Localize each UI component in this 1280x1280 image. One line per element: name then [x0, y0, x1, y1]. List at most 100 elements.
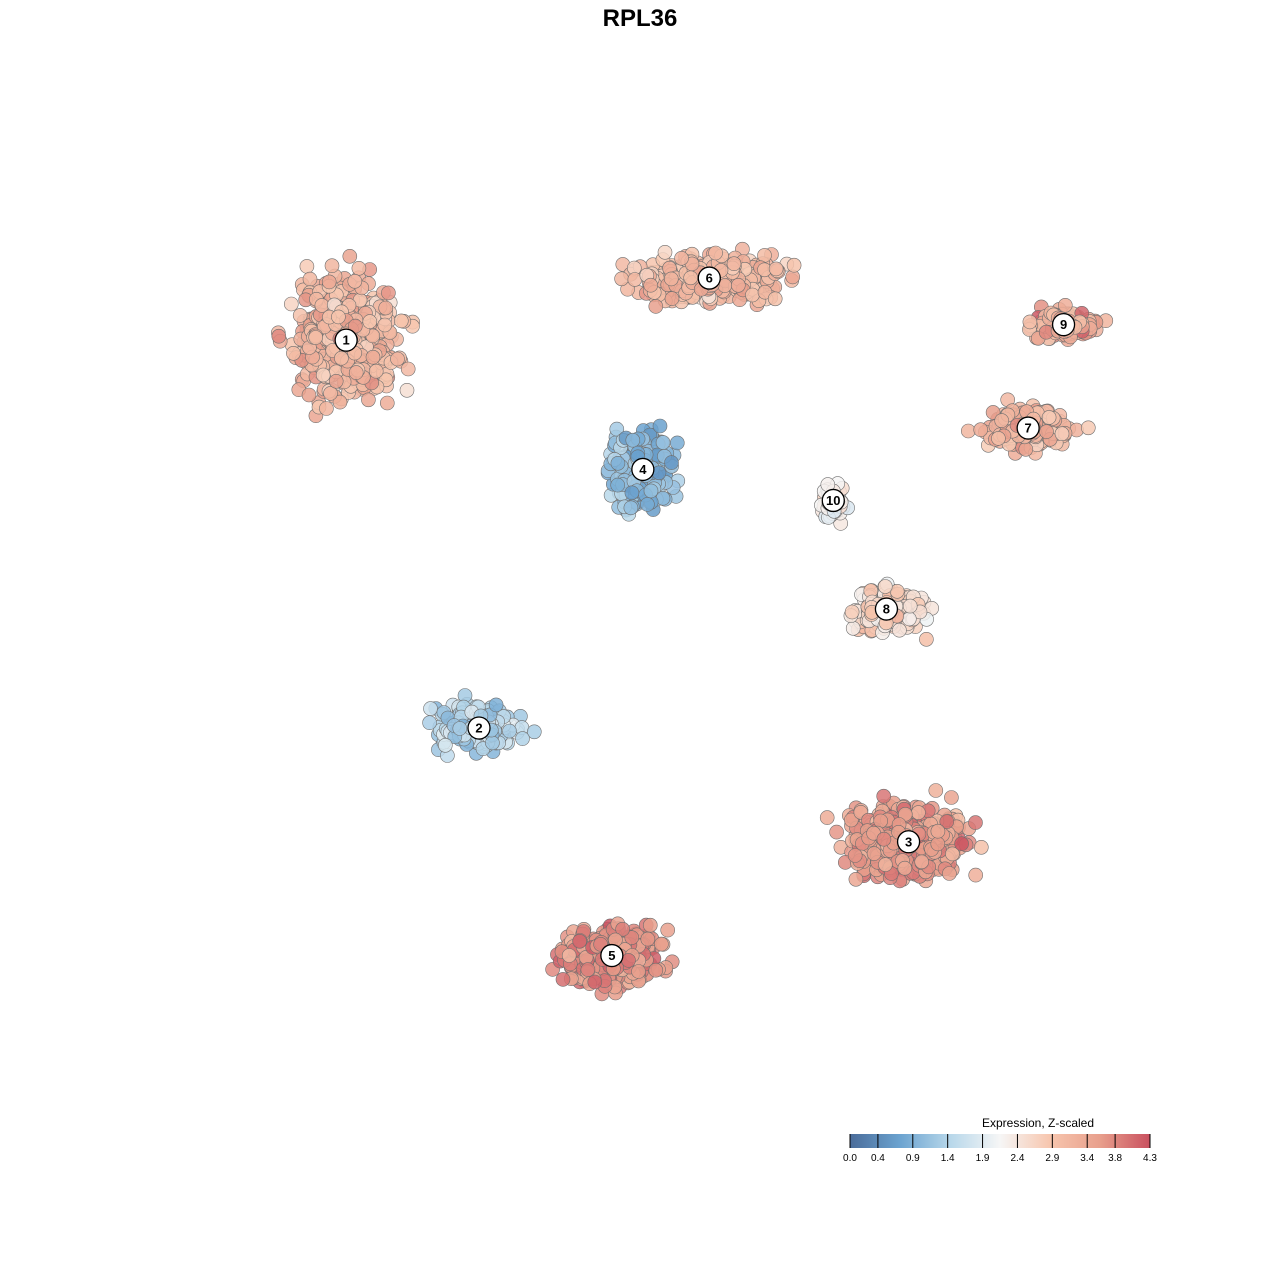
- cell-point: [640, 931, 656, 947]
- cell-point: [844, 604, 860, 620]
- legend-tick-label: 3.4: [1080, 1153, 1094, 1164]
- cell-point: [669, 435, 685, 451]
- cluster-label-text: 7: [1025, 421, 1032, 436]
- cluster-label-text: 10: [826, 493, 840, 508]
- cell-point: [362, 314, 378, 329]
- cell-point: [660, 922, 676, 938]
- cell-point: [621, 953, 636, 968]
- cell-point: [437, 737, 453, 753]
- cluster-label-text: 5: [608, 948, 615, 963]
- cell-point: [768, 261, 784, 277]
- cell-point: [876, 831, 892, 847]
- cell-point: [400, 361, 416, 377]
- cluster-label-text: 4: [639, 462, 647, 477]
- cell-point: [347, 273, 363, 289]
- color-legend: Expression, Z-scaled 0.0 0.4 0.9 1.4 1.9 2.4 2…: [843, 1116, 1157, 1164]
- cell-point: [643, 277, 659, 293]
- cluster-label-1: 1: [334, 328, 358, 352]
- cluster-label-8: 8: [874, 597, 899, 621]
- cell-point: [526, 724, 542, 740]
- cell-point: [334, 350, 349, 366]
- cell-point: [930, 836, 946, 852]
- cell-point: [1081, 420, 1096, 436]
- cell-point: [845, 620, 861, 636]
- cluster-labels: 1 2 3 4 5 6 7 8 9 10: [334, 266, 1076, 968]
- cell-point: [664, 291, 680, 306]
- cell-point: [819, 810, 835, 825]
- cell-point: [901, 611, 917, 627]
- cell-point: [648, 962, 664, 978]
- legend-tick-label: 0.9: [906, 1153, 920, 1164]
- cell-point: [351, 260, 367, 276]
- cell-point: [348, 365, 364, 380]
- cell-point: [610, 455, 626, 471]
- cell-point: [377, 317, 393, 333]
- cluster-label-6: 6: [697, 266, 721, 290]
- cell-point: [878, 857, 893, 872]
- legend-color-bar: [850, 1134, 1150, 1148]
- cluster-label-text: 8: [883, 602, 890, 617]
- cell-point: [502, 723, 517, 739]
- cell-point: [643, 483, 659, 499]
- cell-point: [321, 274, 337, 290]
- cell-point: [393, 313, 409, 329]
- cell-point: [991, 431, 1006, 446]
- cell-point: [994, 413, 1010, 428]
- cell-point: [587, 974, 603, 990]
- cell-point: [1039, 424, 1054, 439]
- cell-point: [1018, 441, 1034, 457]
- cell-point: [1054, 426, 1070, 442]
- cell-point: [292, 308, 308, 323]
- cell-point: [663, 271, 679, 287]
- legend-tick-label: 1.4: [941, 1153, 955, 1164]
- cell-point: [873, 813, 889, 829]
- legend-tick-label: 0.4: [871, 1153, 885, 1164]
- cell-point: [515, 731, 530, 746]
- cell-point: [757, 248, 772, 263]
- cell-point: [866, 846, 882, 861]
- cell-point: [381, 285, 396, 301]
- legend-tick-label: 0.0: [843, 1153, 857, 1164]
- cell-point: [745, 287, 760, 303]
- cell-point: [488, 697, 504, 713]
- cell-point: [342, 248, 358, 264]
- cell-point: [615, 921, 630, 937]
- cell-point: [939, 814, 955, 829]
- cell-point: [1041, 410, 1057, 425]
- cell-point: [399, 382, 415, 398]
- cell-point: [1058, 297, 1073, 313]
- cell-point: [730, 277, 746, 293]
- cell-point: [365, 349, 381, 365]
- cluster-label-5: 5: [600, 943, 624, 968]
- cell-point: [323, 386, 338, 401]
- cell-points: [270, 241, 1114, 1002]
- cell-point: [283, 296, 299, 312]
- cell-point: [674, 250, 689, 266]
- cell-point: [657, 245, 673, 260]
- cell-point: [368, 363, 384, 379]
- cell-point: [286, 345, 301, 361]
- cell-point: [580, 962, 596, 977]
- cell-point: [919, 631, 934, 647]
- cell-point: [315, 367, 331, 383]
- cell-point: [829, 824, 844, 840]
- cluster-label-text: 1: [343, 333, 350, 348]
- cluster-label-2: 2: [467, 716, 491, 740]
- cell-point: [485, 735, 500, 751]
- cell-point: [902, 598, 918, 614]
- cell-point: [928, 783, 944, 798]
- cell-point: [726, 256, 742, 272]
- chart-title: RPL36: [603, 5, 678, 32]
- cell-point: [319, 401, 334, 416]
- cluster-label-9: 9: [1051, 312, 1076, 337]
- cell-point: [973, 422, 989, 438]
- cell-point: [848, 871, 864, 887]
- cell-point: [945, 846, 960, 862]
- cell-point: [914, 854, 930, 870]
- cell-point: [299, 259, 315, 274]
- cell-point: [624, 485, 640, 501]
- cell-point: [786, 257, 802, 273]
- cell-point: [328, 373, 344, 389]
- cell-point: [652, 418, 668, 434]
